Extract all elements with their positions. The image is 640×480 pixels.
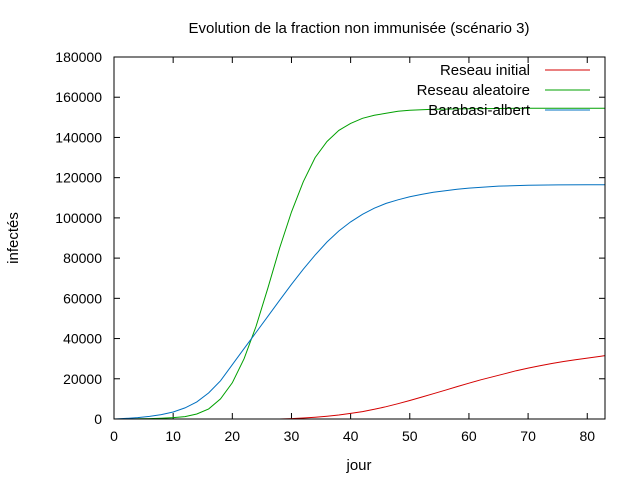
series-line: [114, 107, 605, 420]
y-tick-label: 140000: [55, 129, 102, 145]
x-tick-label: 40: [343, 428, 359, 444]
legend-label: Barabasi-albert: [428, 102, 531, 119]
y-tick-label: 160000: [55, 89, 102, 105]
x-tick-label: 80: [579, 428, 595, 444]
x-tick-label: 20: [225, 428, 241, 444]
series-layer: [113, 107, 606, 420]
y-tick-label: 40000: [63, 331, 102, 347]
legend-label: Reseau initial: [440, 62, 530, 79]
legend: Reseau initial Reseau aleatoire Barabasi-a…: [417, 62, 590, 119]
y-axis-title: infectés: [5, 212, 22, 264]
x-axis-title: jour: [345, 457, 371, 474]
chart-title: Evolution de la fraction non immunisée (…: [188, 20, 529, 37]
y-tick-label: 100000: [55, 210, 102, 226]
y-tick-label: 60000: [63, 290, 102, 306]
legend-label: Reseau aleatoire: [417, 82, 530, 99]
x-tick-label: 0: [110, 428, 118, 444]
x-tick-label: 10: [165, 428, 181, 444]
axis-ticks: 0 10 20 30 40 50 60 70 80 0 20000 40000 60000 80000 10…: [55, 49, 605, 444]
y-tick-label: 0: [94, 411, 102, 427]
x-tick-label: 70: [520, 428, 536, 444]
series-line: [113, 184, 605, 420]
y-tick-label: 120000: [55, 170, 102, 186]
x-tick-label: 60: [461, 428, 477, 444]
series-line: [279, 355, 606, 420]
y-tick-label: 80000: [63, 250, 102, 266]
y-tick-label: 20000: [63, 371, 102, 387]
y-tick-label: 180000: [55, 49, 102, 65]
x-tick-label: 30: [284, 428, 300, 444]
plot-frame: [113, 56, 606, 420]
x-tick-label: 50: [402, 428, 418, 444]
